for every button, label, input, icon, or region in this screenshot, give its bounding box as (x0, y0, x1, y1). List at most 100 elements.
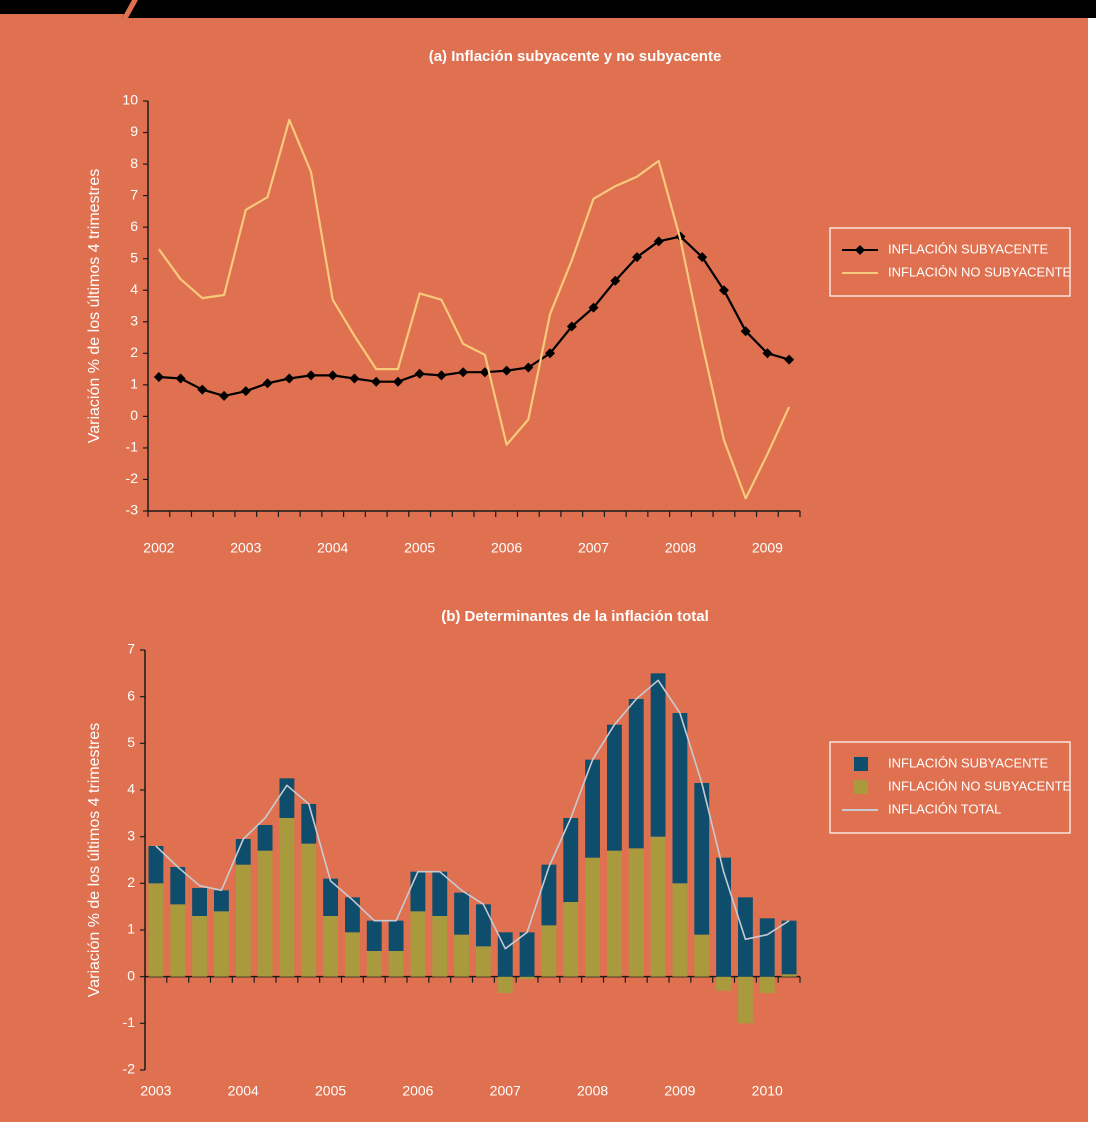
point-marker (740, 326, 751, 337)
bar (563, 818, 579, 902)
point-marker (327, 370, 338, 381)
bar (432, 916, 448, 977)
x-tick-label: 2002 (143, 540, 174, 556)
top-band-notch (122, 0, 138, 18)
point-marker (349, 373, 360, 384)
bar (235, 864, 251, 977)
bar (170, 904, 186, 977)
bar (410, 911, 426, 977)
x-tick-label: 2007 (490, 1083, 521, 1099)
y-tick-label: -2 (126, 470, 139, 486)
y-axis-label: Variación % de los últimos 4 trimestres (86, 723, 103, 997)
bar (344, 897, 360, 933)
legend-label: INFLACIÓN SUBYACENTE (888, 241, 1048, 256)
bar (454, 892, 470, 935)
legend-box (829, 741, 1071, 834)
bar (497, 932, 513, 977)
point-marker (219, 390, 230, 401)
bar (192, 916, 208, 977)
series-line (158, 118, 791, 500)
x-tick-label: 2006 (491, 540, 522, 556)
bar (541, 864, 557, 926)
bar (585, 857, 601, 977)
point-marker (262, 378, 273, 389)
point-marker (306, 370, 316, 381)
bar (344, 932, 360, 977)
x-tick-label: 2003 (140, 1083, 171, 1099)
legend-swatch (854, 780, 868, 794)
bar (148, 846, 164, 884)
point-marker (240, 386, 251, 397)
y-tick-label: 7 (127, 641, 135, 657)
bar (519, 932, 535, 977)
y-tick-label: 7 (130, 186, 138, 202)
legend-label: INFLACIÓN NO SUBYACENTE (888, 264, 1072, 279)
bar (694, 934, 710, 977)
y-tick-label: 3 (127, 827, 135, 843)
bar (235, 839, 251, 865)
bar (759, 976, 775, 993)
bar (454, 934, 470, 977)
top-band (0, 0, 1096, 18)
point-marker (784, 354, 795, 365)
x-tick-label: 2007 (578, 540, 609, 556)
y-tick-label: 8 (130, 155, 138, 171)
y-tick-label: -3 (126, 502, 139, 518)
point-marker (588, 302, 599, 313)
bar (475, 946, 491, 977)
bar (541, 925, 557, 977)
x-tick-label: 2004 (317, 540, 348, 556)
point-marker (153, 371, 164, 382)
x-tick-label: 2003 (230, 540, 261, 556)
bar (279, 778, 295, 818)
bar (475, 904, 491, 947)
y-tick-label: 2 (130, 344, 138, 360)
top-band-cut (0, 14, 124, 18)
bar (672, 883, 688, 977)
bar (716, 857, 732, 977)
bar (192, 888, 208, 916)
chart-title: (b) Determinantes de la inflación total (441, 608, 709, 625)
y-tick-label: 4 (127, 781, 135, 797)
bar (716, 976, 732, 991)
y-tick-label: 1 (127, 921, 135, 937)
point-marker (197, 384, 208, 395)
point-marker (610, 275, 621, 286)
bar (366, 920, 382, 951)
legend-marker (855, 245, 865, 255)
legend-label: INFLACIÓN SUBYACENTE (888, 755, 1048, 770)
bar (737, 976, 753, 1024)
bar (497, 976, 513, 993)
bar (279, 818, 295, 977)
bar (213, 911, 229, 977)
x-tick-label: 2005 (315, 1083, 346, 1099)
x-tick-label: 2006 (402, 1083, 433, 1099)
point-marker (414, 368, 425, 379)
x-tick-label: 2005 (404, 540, 435, 556)
point-marker (566, 321, 577, 332)
y-tick-label: 2 (127, 874, 135, 890)
point-marker (392, 376, 403, 387)
point-marker (718, 285, 729, 296)
bar (519, 976, 535, 979)
point-marker (501, 365, 512, 376)
bar (257, 825, 273, 851)
bar (366, 951, 382, 977)
y-tick-label: 6 (127, 687, 135, 703)
y-tick-label: 3 (130, 312, 138, 328)
bar (781, 974, 797, 977)
y-tick-label: -2 (123, 1061, 136, 1077)
legend-label: INFLACIÓN NO SUBYACENTE (888, 778, 1072, 793)
bar (301, 843, 317, 977)
point-marker (762, 348, 773, 359)
y-tick-label: 1 (130, 376, 138, 392)
point-marker (545, 348, 556, 359)
legend-label: INFLACIÓN TOTAL (888, 801, 1001, 816)
y-tick-label: 9 (130, 123, 138, 139)
x-tick-label: 2008 (577, 1083, 608, 1099)
bar (606, 724, 622, 851)
bar (170, 867, 186, 905)
series-line (155, 679, 790, 950)
bar (388, 920, 404, 951)
